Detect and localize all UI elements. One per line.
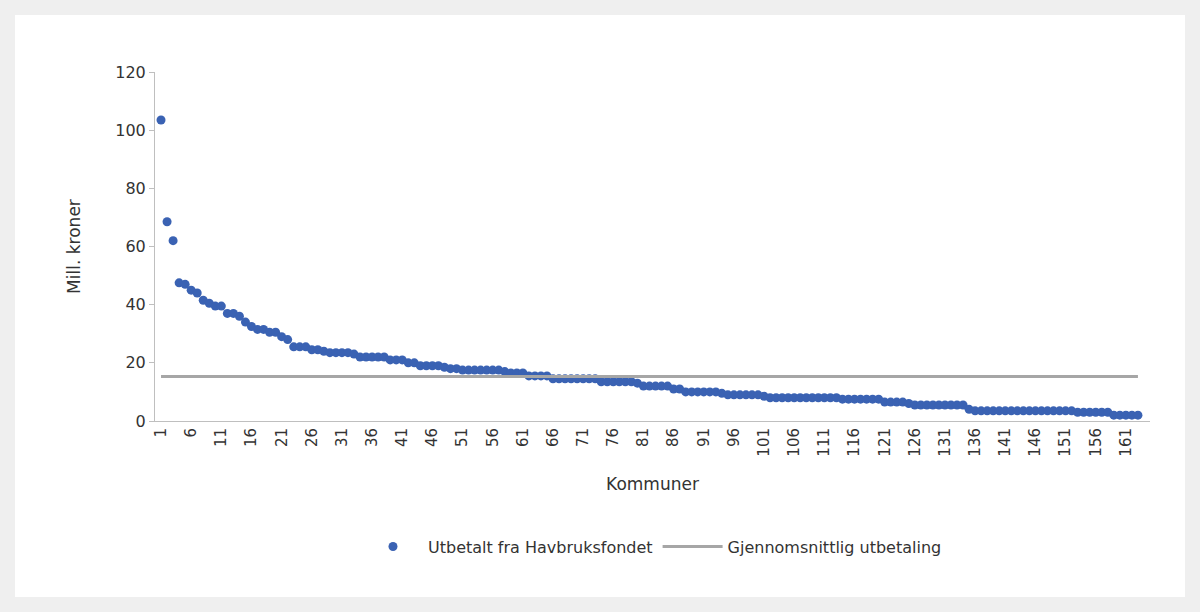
svg-text:151: 151 — [1056, 428, 1074, 457]
svg-text:106: 106 — [785, 428, 803, 457]
svg-text:116: 116 — [845, 428, 863, 457]
svg-text:76: 76 — [604, 428, 622, 447]
svg-text:Kommuner: Kommuner — [606, 474, 699, 494]
svg-text:80: 80 — [125, 179, 145, 198]
svg-text:161: 161 — [1117, 428, 1135, 457]
svg-text:141: 141 — [996, 428, 1014, 457]
svg-text:41: 41 — [393, 428, 411, 447]
svg-text:51: 51 — [453, 428, 471, 447]
svg-text:6: 6 — [182, 428, 200, 438]
svg-text:86: 86 — [664, 428, 682, 447]
svg-text:46: 46 — [423, 428, 441, 447]
svg-text:26: 26 — [303, 428, 321, 447]
svg-text:156: 156 — [1087, 428, 1105, 457]
svg-text:146: 146 — [1026, 428, 1044, 457]
svg-text:Utbetalt fra Havbruksfondet: Utbetalt fra Havbruksfondet — [428, 538, 653, 557]
svg-text:31: 31 — [333, 428, 351, 447]
svg-text:Gjennomsnittlig utbetaling: Gjennomsnittlig utbetaling — [728, 538, 942, 557]
svg-text:60: 60 — [125, 237, 145, 256]
svg-text:Mill. kroner: Mill. kroner — [64, 199, 84, 294]
svg-text:66: 66 — [544, 428, 562, 447]
svg-text:40: 40 — [125, 295, 145, 314]
svg-text:1: 1 — [152, 428, 170, 438]
svg-text:11: 11 — [212, 428, 230, 447]
svg-text:120: 120 — [115, 63, 146, 82]
svg-text:20: 20 — [125, 353, 145, 372]
svg-text:61: 61 — [514, 428, 532, 447]
svg-text:121: 121 — [876, 428, 894, 457]
svg-text:16: 16 — [242, 428, 260, 447]
svg-text:81: 81 — [634, 428, 652, 447]
svg-text:111: 111 — [815, 428, 833, 457]
svg-text:136: 136 — [966, 428, 984, 457]
svg-text:36: 36 — [363, 428, 381, 447]
svg-text:0: 0 — [136, 412, 146, 431]
svg-text:21: 21 — [273, 428, 291, 447]
svg-text:56: 56 — [484, 428, 502, 447]
svg-text:131: 131 — [936, 428, 954, 457]
svg-text:91: 91 — [695, 428, 713, 447]
svg-text:100: 100 — [115, 121, 146, 140]
svg-text:96: 96 — [725, 428, 743, 447]
svg-text:71: 71 — [574, 428, 592, 447]
svg-text:126: 126 — [906, 428, 924, 457]
svg-text:101: 101 — [755, 428, 773, 457]
